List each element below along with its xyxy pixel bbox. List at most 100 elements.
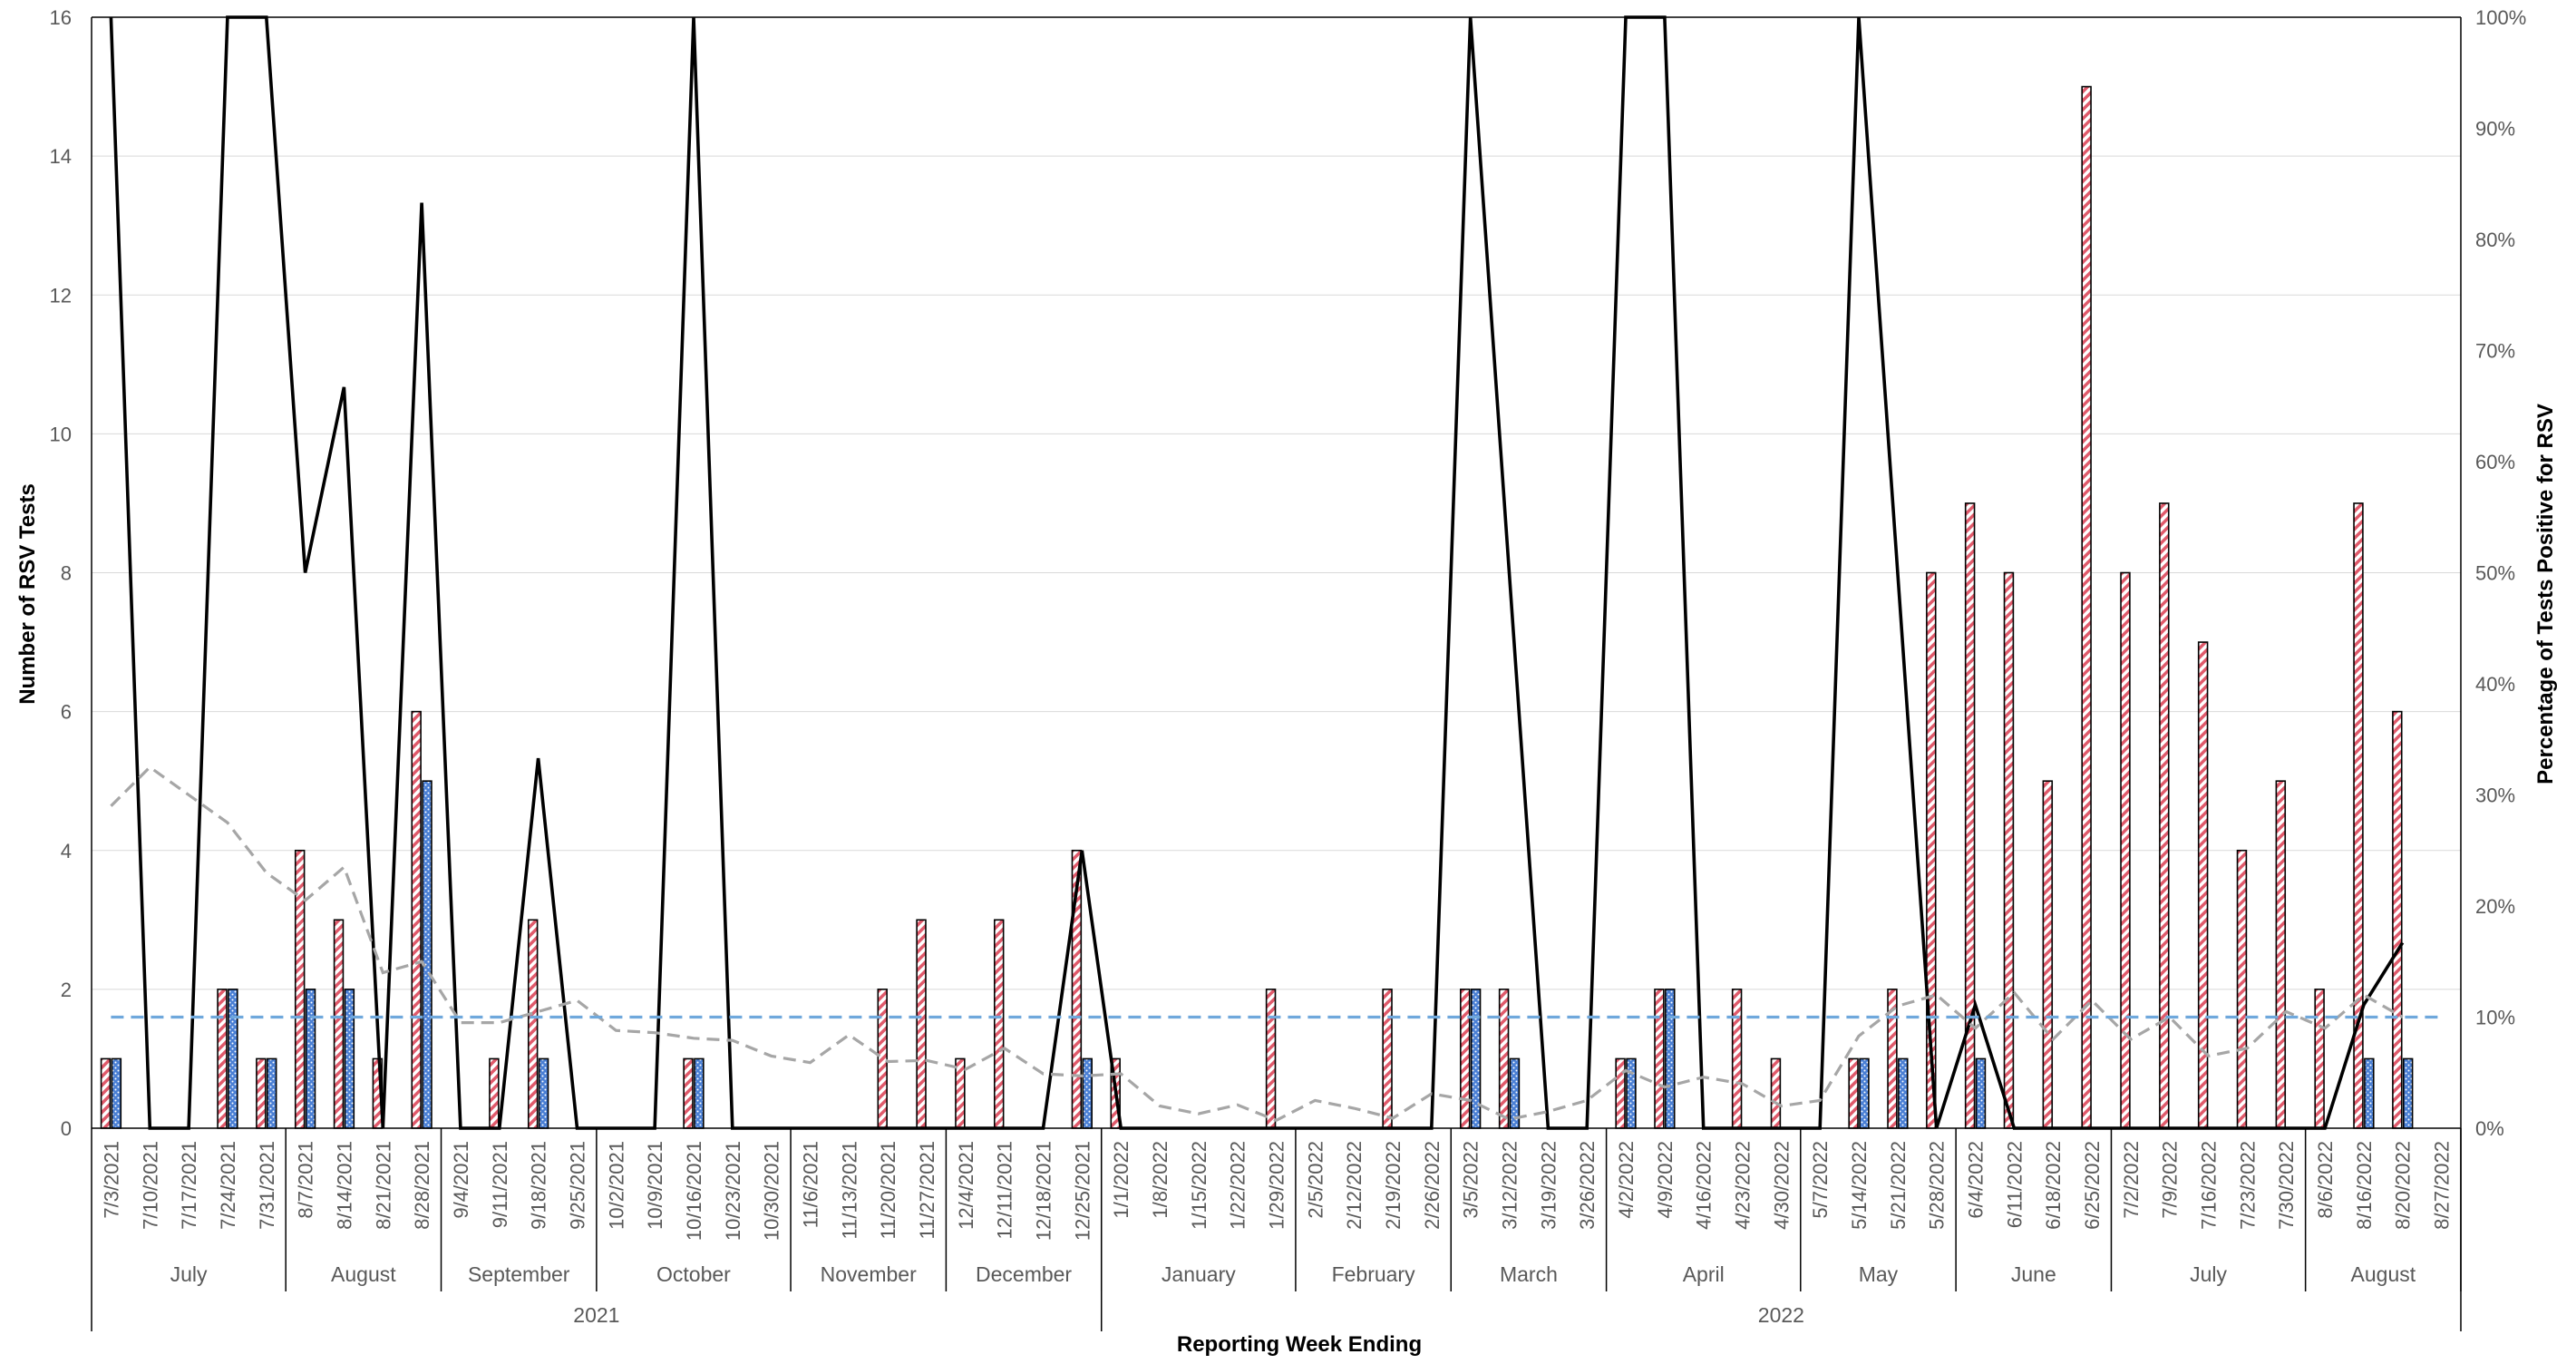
bar-red [2081, 85, 2092, 1129]
y-tick-label: 12 [50, 284, 72, 307]
y-tick-label: 6 [61, 701, 72, 724]
month-label: September [468, 1262, 570, 1286]
y-tick-label: 16 [50, 6, 72, 29]
bar-red [2275, 780, 2287, 1129]
month-label: July [170, 1262, 208, 1286]
bar-red [2042, 780, 2054, 1129]
x-tick-label: 7/31/2021 [256, 1141, 278, 1230]
x-tick-label: 10/30/2021 [761, 1141, 783, 1241]
x-tick-label: 2/5/2022 [1304, 1141, 1327, 1219]
bar-red [333, 919, 345, 1129]
y2-tick-label: 60% [2475, 451, 2515, 473]
x-tick-label: 7/3/2021 [100, 1141, 122, 1219]
bar-red [411, 710, 422, 1129]
x-tick-label: 7/9/2022 [2159, 1141, 2182, 1219]
bar-red [993, 919, 1005, 1129]
x-tick-label: 10/23/2021 [722, 1141, 744, 1241]
y2-tick-label: 100% [2475, 6, 2526, 29]
bar-red [294, 849, 306, 1129]
bar-red [683, 1057, 694, 1129]
x-tick-label: 7/24/2021 [217, 1141, 239, 1230]
y-tick-label: 2 [61, 979, 72, 1001]
y2-tick-label: 80% [2475, 229, 2515, 251]
x-tick-label: 9/11/2021 [489, 1141, 511, 1228]
bar-red [1848, 1057, 1859, 1129]
x-tick-label: 11/13/2021 [838, 1141, 860, 1239]
month-label: August [331, 1262, 396, 1286]
month-label: April [1683, 1262, 1725, 1286]
month-label: January [1162, 1262, 1236, 1286]
x-tick-label: 6/11/2022 [2003, 1141, 2026, 1228]
bar-blue [422, 780, 433, 1129]
bar-red [1615, 1057, 1626, 1129]
y-tick-label: 14 [50, 145, 72, 168]
bar-blue [111, 1057, 122, 1129]
bar-blue [1626, 1057, 1637, 1129]
bar-blue [1665, 989, 1676, 1129]
month-label: November [821, 1262, 917, 1286]
y-tick-label: 8 [61, 562, 72, 585]
x-tick-label: 3/5/2022 [1460, 1141, 1482, 1219]
x-tick-label: 8/28/2021 [411, 1141, 433, 1230]
bar-blue [1898, 1057, 1909, 1129]
x-tick-label: 1/8/2022 [1149, 1141, 1171, 1219]
month-label: February [1332, 1262, 1416, 1286]
month-label: March [1500, 1262, 1558, 1286]
x-tick-label: 10/2/2021 [605, 1141, 627, 1230]
x-tick-label: 8/27/2022 [2431, 1141, 2454, 1230]
x-tick-label: 6/18/2022 [2042, 1141, 2065, 1230]
x-tick-label: 4/2/2022 [1615, 1141, 1638, 1219]
x-tick-label: 7/17/2021 [178, 1141, 200, 1230]
bar-red [2392, 710, 2403, 1129]
y-tick-label: 4 [61, 840, 72, 862]
x-tick-label: 12/4/2021 [955, 1141, 977, 1230]
y2-tick-label: 50% [2475, 562, 2515, 585]
x-tick-label: 5/14/2022 [1848, 1141, 1871, 1230]
y-axis-title: Number of RSV Tests [15, 483, 40, 705]
month-label: June [2011, 1262, 2056, 1286]
x-tick-label: 2/26/2022 [1421, 1141, 1444, 1230]
y2-tick-label: 70% [2475, 340, 2515, 363]
bar-red [1770, 1057, 1782, 1129]
x-tick-label: 3/12/2022 [1499, 1141, 1521, 1230]
y2-tick-label: 30% [2475, 784, 2515, 807]
bar-red [2003, 571, 2015, 1129]
x-tick-label: 8/20/2022 [2392, 1141, 2415, 1230]
bar-blue [2364, 1057, 2375, 1129]
x-tick-label: 11/27/2021 [916, 1141, 938, 1239]
y-tick-label: 0 [61, 1117, 72, 1140]
x-tick-label: 7/30/2022 [2275, 1141, 2298, 1230]
bar-blue [1859, 1057, 1870, 1129]
x-tick-label: 5/7/2022 [1809, 1141, 1832, 1219]
month-label: October [656, 1262, 731, 1286]
bar-blue [305, 989, 316, 1129]
bar-red [877, 989, 888, 1129]
y2-tick-label: 90% [2475, 118, 2515, 141]
x-tick-label: 5/21/2022 [1887, 1141, 1910, 1230]
x-tick-label: 10/9/2021 [644, 1141, 666, 1230]
bar-red [1731, 989, 1743, 1129]
month-label: May [1859, 1262, 1899, 1286]
y2-tick-label: 0% [2475, 1117, 2504, 1140]
bar-blue [694, 1057, 705, 1129]
line-gray-dashed [110, 765, 2404, 1123]
x-tick-label: 2/12/2022 [1343, 1141, 1366, 1230]
bar-blue [1975, 1057, 1987, 1129]
x-tick-label: 8/6/2022 [2314, 1141, 2337, 1219]
x-tick-label: 5/28/2022 [1926, 1141, 1949, 1230]
x-tick-label: 6/4/2022 [1965, 1141, 1988, 1219]
x-tick-label: 3/19/2022 [1537, 1141, 1560, 1230]
bar-red [2314, 989, 2325, 1129]
x-tick-label: 1/22/2022 [1227, 1141, 1249, 1230]
month-label: July [2190, 1262, 2227, 1286]
bar-blue [538, 1057, 549, 1129]
bar-red [916, 919, 927, 1129]
x-tick-label: 1/15/2022 [1188, 1141, 1210, 1230]
x-tick-label: 7/2/2022 [2120, 1141, 2143, 1219]
x-tick-label: 11/20/2021 [877, 1141, 899, 1239]
x-tick-label: 8/7/2021 [295, 1141, 317, 1219]
x-tick-label: 7/16/2022 [2198, 1141, 2221, 1230]
bar-blue [266, 1057, 277, 1129]
x-tick-label: 6/25/2022 [2081, 1141, 2104, 1230]
